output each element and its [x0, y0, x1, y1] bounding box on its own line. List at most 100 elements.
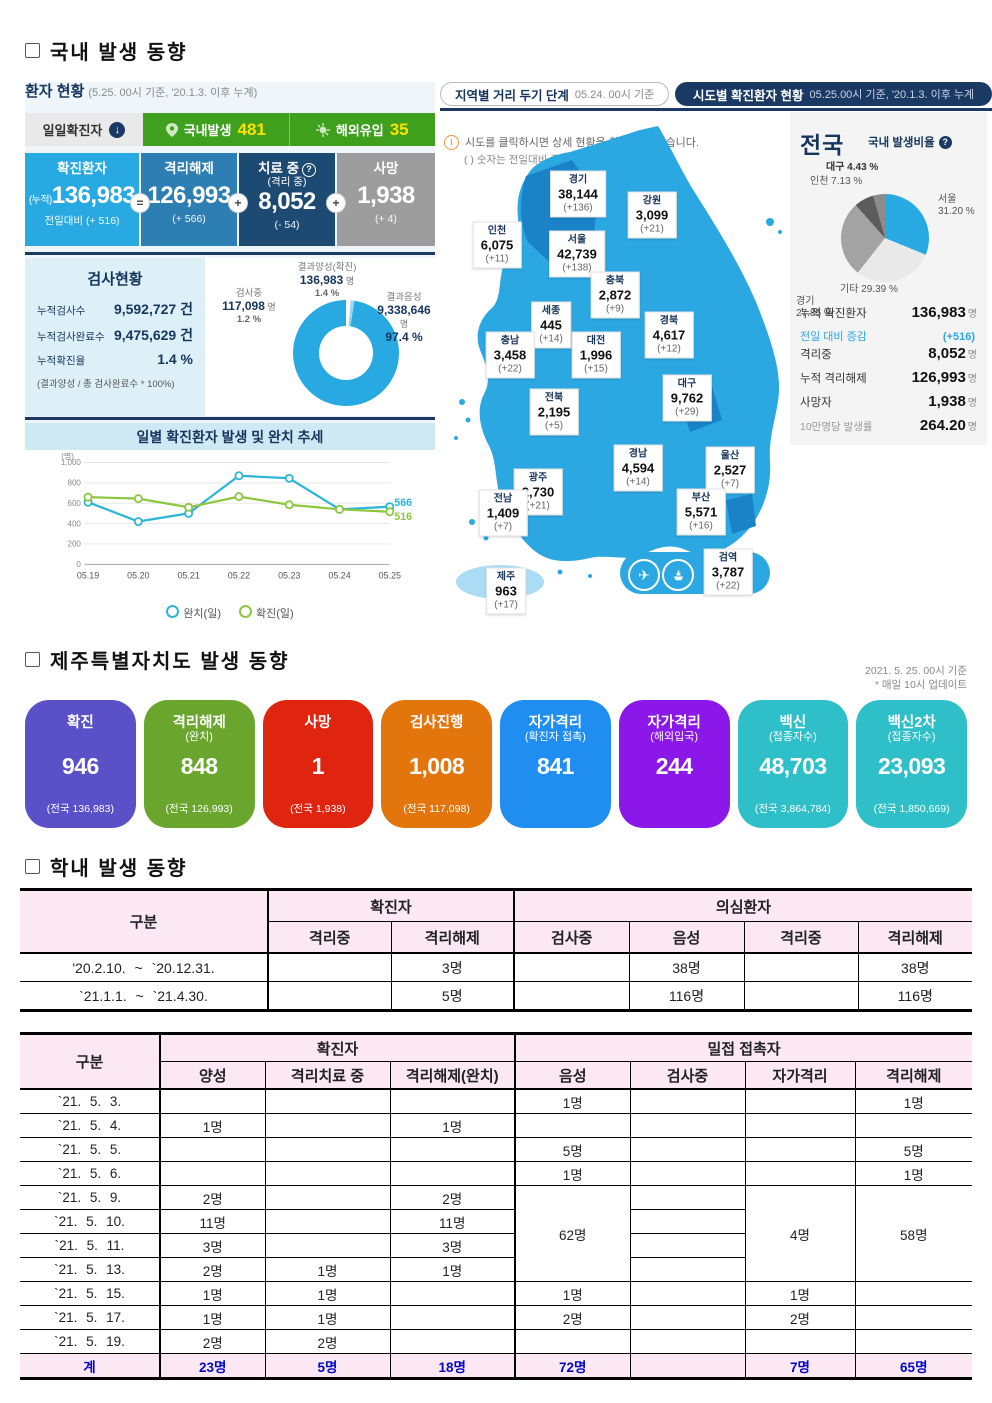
info-icon: i — [444, 134, 459, 150]
jeju-card-격리해제: 격리해제 (완치) 848 (전국 126,993) — [143, 700, 255, 828]
map-region-label-충남[interactable]: 충남 3,458 (+22) — [485, 331, 535, 379]
trend-chart-title: 일별 확진환자 발생 및 완치 추세 — [25, 423, 435, 450]
section-bullet-icon — [25, 859, 40, 874]
map-region-label-전북[interactable]: 전북 2,195 (+5) — [529, 388, 579, 436]
data-cell: 1명 — [854, 1088, 973, 1114]
busan-shape[interactable] — [726, 494, 756, 534]
map-region-label-전남[interactable]: 전남 1,409 (+7) — [478, 489, 528, 537]
data-cell: 1명 — [264, 1281, 391, 1306]
data-cell — [389, 1088, 516, 1114]
national-share-pie-chart — [841, 194, 929, 282]
test-status-title: 검사현황 — [87, 271, 143, 288]
data-cell — [744, 1329, 856, 1354]
data-cell — [159, 1137, 266, 1162]
national-pie-title: 국내 발생비율 ? — [868, 134, 952, 150]
daily-confirmed-label[interactable]: 일일확진자 ↓ — [25, 113, 143, 146]
trend-legend: 완치(일) 확진(일) — [25, 605, 435, 621]
row-label-cell: `21. 5. 15. — [20, 1281, 161, 1306]
data-cell — [389, 1329, 516, 1354]
col-header: 격리치료 중 — [264, 1061, 391, 1090]
map-region-label-대구[interactable]: 대구 9,762 (+29) — [662, 374, 712, 422]
svg-text:05.25: 05.25 — [379, 571, 401, 581]
domestic-label: 국내발생 — [183, 123, 232, 138]
national-stat-row: 10만명당 발생률 264.20 명 — [800, 417, 977, 434]
data-cell — [629, 1281, 746, 1306]
stat-box: 사망 1,938 (+ 4) — [337, 153, 435, 246]
data-cell: 116명 — [857, 981, 973, 1011]
patient-title-sub: (5.25. 00시 기준, '20.1.3. 이후 누계) — [88, 87, 258, 99]
ship-icon — [662, 559, 694, 591]
svg-text:0: 0 — [76, 560, 81, 569]
stat-box: 치료 중? (격리 중) 8,052 (- 54) — [239, 153, 335, 246]
school-table-period: 구분 확진자 의심환자 격리중 격리해제 검사중 음성 격리중 격리해제 '20… — [20, 888, 973, 1012]
row-label-cell: 계 — [20, 1353, 161, 1379]
jeju-update-note: 2021. 5. 25. 00시 기준 * 매일 10시 업데이트 — [865, 665, 967, 691]
map-region-label-인천[interactable]: 인천 6,075 (+11) — [472, 221, 522, 269]
down-arrow-icon[interactable]: ↓ — [109, 121, 126, 138]
data-cell — [629, 1233, 745, 1258]
data-cell — [629, 1137, 746, 1162]
map-region-label-충북[interactable]: 충북 2,872 (+9) — [590, 271, 640, 319]
data-cell — [629, 1088, 746, 1114]
map-region-label-부산[interactable]: 부산 5,571 (+16) — [676, 488, 726, 536]
map-region-label-경기[interactable]: 경기 38,144 (+136) — [550, 170, 606, 218]
imported-value: 35 — [389, 119, 409, 139]
data-cell — [854, 1113, 973, 1138]
map-region-label-대전[interactable]: 대전 1,996 (+15) — [571, 331, 621, 379]
map-region-label-quarantine[interactable]: 검역 3,787 (+22) — [703, 548, 753, 596]
data-cell: 3명 — [390, 952, 515, 982]
data-cell: 2명 — [514, 1305, 631, 1330]
data-cell: 2명 — [159, 1257, 266, 1282]
donut-label-testing: 검사중 117,098 명 1.2 % — [222, 288, 276, 325]
question-circle-icon[interactable]: ? — [938, 135, 952, 149]
test-result-donut-area: 결과양성(확진) 136,983 명 1.4 % 검사중 117,098 명 1… — [205, 258, 435, 416]
data-cell — [629, 1161, 746, 1186]
col-header: 구분 — [20, 1033, 161, 1090]
data-cell: 2명 — [159, 1185, 266, 1210]
island-dots — [454, 218, 782, 578]
svg-text:1,000: 1,000 — [61, 458, 82, 467]
test-stat-row: 누적검사완료수 9,475,629 건 — [37, 327, 193, 343]
map-region-label-제주[interactable]: 제주 963 (+17) — [486, 567, 526, 615]
data-cell — [854, 1305, 973, 1330]
legend-dot-icon — [166, 605, 180, 618]
svg-text:(명): (명) — [61, 451, 74, 461]
data-cell: 5명 — [390, 981, 515, 1011]
data-cell — [159, 1088, 266, 1114]
data-cell — [389, 1281, 516, 1306]
map-region-label-서울[interactable]: 서울 42,739 (+138) — [549, 230, 605, 278]
divider — [25, 252, 435, 255]
svg-text:200: 200 — [68, 540, 82, 549]
jeju-card-확진: 확진 946 (전국 136,983) — [25, 700, 136, 828]
tab-distancing-level[interactable]: 지역별 거리 두기 단계 05.24. 00시 기준 — [440, 82, 670, 106]
map-region-label-울산[interactable]: 울산 2,527 (+7) — [705, 446, 755, 494]
col-header: 검사중 — [513, 921, 630, 954]
data-cell — [629, 1113, 746, 1138]
jeju-card-백신2차: 백신2차 (접종자수) 23,093 (전국 1,850,669) — [856, 700, 967, 828]
pie-label-gyeonggi: 경기 27.85 % — [796, 296, 833, 319]
section-title-text: 국내 발생 동향 — [50, 42, 188, 64]
row-label-cell: `21.1.1. ~ `21.4.30. — [20, 981, 269, 1011]
imported-cases: 해외유입 35 — [288, 113, 436, 146]
data-cell — [744, 1113, 856, 1138]
map-region-label-경남[interactable]: 경남 4,594 (+14) — [613, 444, 663, 492]
patient-status-panel: 환자 현황 (5.25. 00시 기준, '20.1.3. 이후 누계) 일일확진… — [25, 82, 435, 625]
map-region-label-강원[interactable]: 강원 3,099 (+21) — [627, 191, 677, 239]
row-label-cell: `21. 5. 13. — [20, 1257, 161, 1282]
map-region-label-세종[interactable]: 세종 445 (+14) — [531, 301, 571, 349]
data-cell: 5명 — [514, 1137, 631, 1162]
section-title-domestic: 국내 발생 동향 — [25, 36, 188, 65]
help-circle-icon[interactable]: ? — [302, 162, 316, 177]
data-cell: 1명 — [389, 1257, 516, 1282]
location-pin-icon — [165, 122, 178, 137]
tab-region-confirmed[interactable]: 시도별 확진환자 현황 05.25.00시 기준, '20.1.3. 이후 누계 — [675, 82, 992, 106]
data-cell: 1명 — [159, 1281, 266, 1306]
svg-text:05.24: 05.24 — [328, 571, 350, 581]
test-status-note: (결과양성 / 총 검사완료수 * 100%) — [37, 379, 175, 390]
data-cell: 2명 — [264, 1329, 391, 1354]
map-region-label-경북[interactable]: 경북 4,617 (+12) — [644, 311, 694, 359]
row-label-cell: `21. 5. 10. — [20, 1209, 161, 1234]
svg-text:05.23: 05.23 — [278, 571, 300, 581]
data-cell — [629, 1305, 746, 1330]
section-title-text: 학내 발생 동향 — [50, 858, 188, 880]
